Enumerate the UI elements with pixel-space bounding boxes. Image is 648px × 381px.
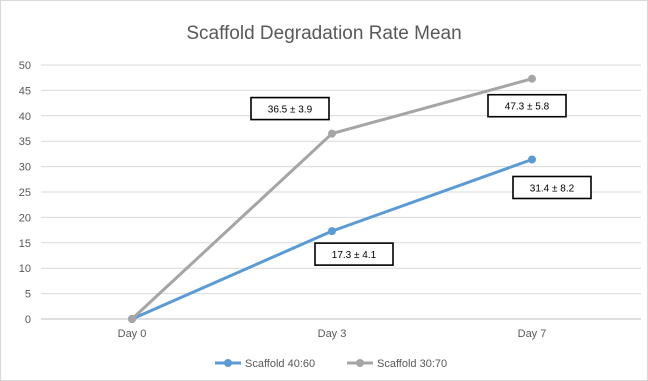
data-label: 31.4 ± 8.2 xyxy=(530,183,575,194)
x-tick-label: Day 0 xyxy=(118,328,147,340)
data-label-box xyxy=(487,93,567,118)
data-point xyxy=(328,227,336,236)
series-line xyxy=(130,157,534,321)
data-label: 47.3 ± 5.8 xyxy=(505,102,550,113)
legend-label: Scaffold 40:60 xyxy=(245,358,315,370)
series-line xyxy=(130,77,534,321)
y-tick-label: 25 xyxy=(19,187,31,199)
data-point xyxy=(128,315,136,323)
x-tick-label: Day 7 xyxy=(518,328,547,340)
y-tick-label: 15 xyxy=(19,238,31,250)
data-label-box xyxy=(314,242,394,266)
data-label-box xyxy=(250,96,330,121)
legend-label: Scaffold 30:70 xyxy=(377,358,447,370)
y-tick-label: 20 xyxy=(19,212,31,224)
y-tick-label: 45 xyxy=(19,85,31,97)
y-tick-label: 0 xyxy=(25,314,31,326)
data-point xyxy=(528,155,536,164)
data-label: 36.5 ± 3.9 xyxy=(268,105,313,116)
legend-marker xyxy=(224,359,232,367)
data-point xyxy=(328,129,336,138)
y-tick-label: 40 xyxy=(19,111,31,123)
y-tick-label: 10 xyxy=(19,263,31,275)
y-tick-label: 5 xyxy=(25,289,31,301)
data-label-box xyxy=(512,175,592,200)
chart-title: Scaffold Degradation Rate Mean xyxy=(186,23,462,44)
y-tick-label: 35 xyxy=(19,136,31,148)
legend-marker xyxy=(356,359,364,367)
x-tick-label: Day 3 xyxy=(318,328,347,340)
data-point xyxy=(528,74,536,83)
data-label: 17.3 ± 4.1 xyxy=(332,250,377,261)
y-tick-label: 50 xyxy=(19,60,31,72)
y-tick-label: 30 xyxy=(19,162,31,174)
